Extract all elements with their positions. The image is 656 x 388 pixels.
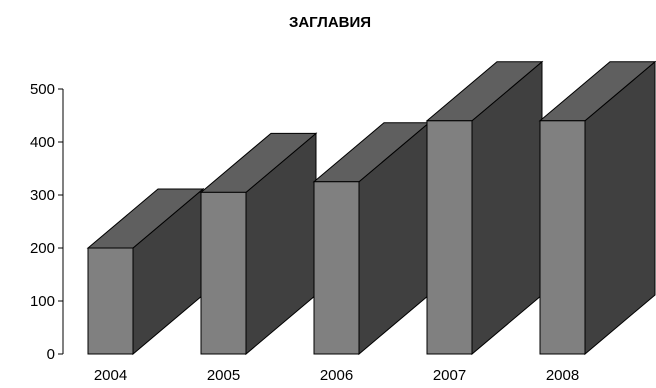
y-axis: 0 100 200 300 400 500 — [30, 81, 64, 363]
bar-2006 — [312, 121, 431, 356]
x-tick-label: 2007 — [433, 367, 466, 384]
x-tick-label: 2004 — [94, 367, 127, 384]
bar-front-face — [87, 247, 134, 355]
x-tick-label: 2005 — [207, 367, 240, 384]
y-tick-label: 100 — [30, 293, 55, 310]
bar-2004 — [86, 187, 205, 356]
y-tick-label: 0 — [47, 346, 55, 363]
x-tick-label: 2008 — [546, 367, 579, 384]
bar-front-face — [539, 120, 586, 355]
chart-title: ЗАГЛАВИЯ — [289, 14, 371, 31]
bar-2008 — [538, 60, 656, 356]
y-tick-label: 500 — [30, 81, 55, 98]
bar-front-face — [313, 181, 360, 355]
bar-2005 — [199, 132, 318, 356]
y-tick-label: 200 — [30, 240, 55, 257]
bar-front-face — [200, 191, 247, 355]
y-tick-label: 400 — [30, 134, 55, 151]
x-axis: 2004 2005 2006 2007 2008 — [94, 367, 579, 384]
y-tick-label: 300 — [30, 187, 55, 204]
x-tick-label: 2006 — [320, 367, 353, 384]
bar-2007 — [425, 60, 544, 356]
bar-front-face — [426, 120, 473, 355]
bars — [86, 60, 656, 356]
